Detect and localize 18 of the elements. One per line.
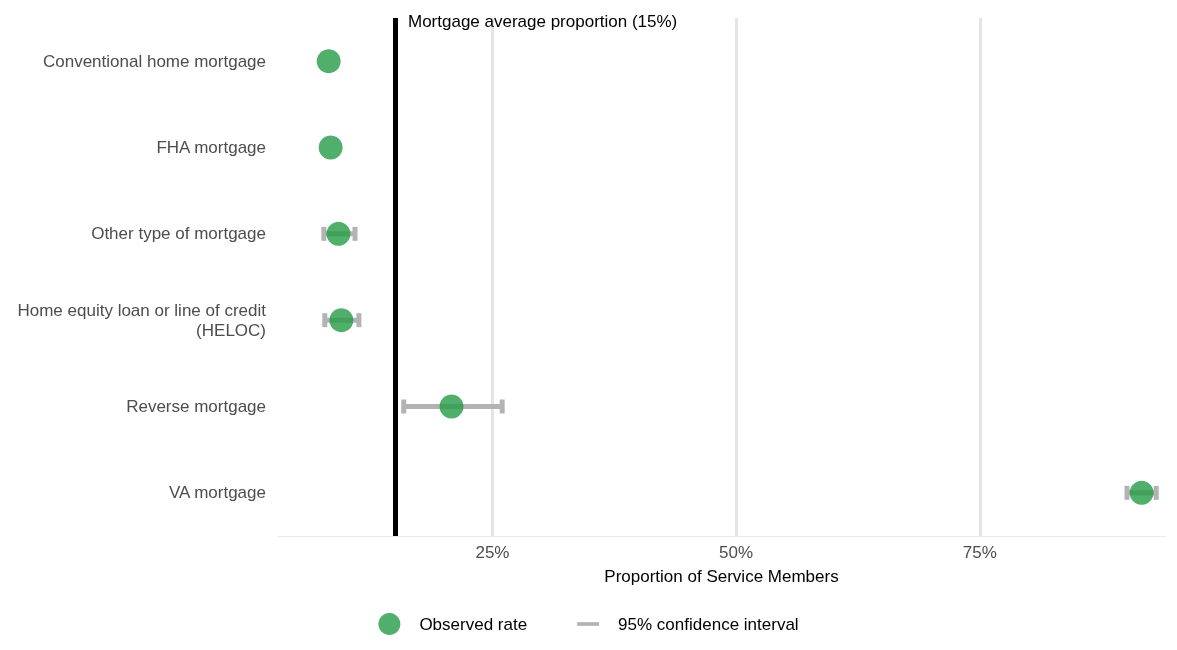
ref-line-label: Mortgage average proportion (15%) (407, 12, 678, 31)
y-tick-label: VA mortgage (168, 483, 266, 503)
y-tick-label: Reverse mortgage (126, 397, 266, 416)
point (326, 221, 351, 246)
point (439, 394, 464, 419)
point (318, 135, 343, 160)
x-tick-label: 75% (962, 543, 997, 562)
y-tick-label: Home equity loan or line of credit (HELOC) (17, 300, 267, 340)
x-axis-title: Proportion of Service Members (604, 567, 839, 586)
x-tick-label: 50% (719, 543, 754, 562)
y-tick-label: Conventional home mortgage (42, 51, 266, 71)
y-tick-label: FHA mortgage (156, 138, 266, 157)
legend-label: Observed rate (419, 614, 528, 634)
text: 95% confidence interval (618, 614, 799, 634)
x-tick-label: 25% (475, 543, 510, 562)
point (329, 308, 354, 333)
point (316, 49, 341, 74)
y-tick-label: Other type of mortgage (91, 224, 266, 244)
